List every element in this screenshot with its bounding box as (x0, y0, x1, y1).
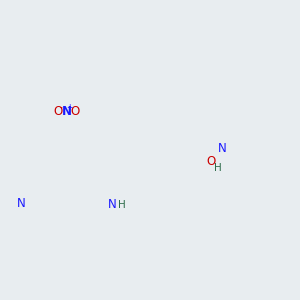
Text: O: O (70, 106, 80, 118)
Text: N: N (61, 106, 71, 118)
Text: +: + (66, 103, 72, 112)
Text: H: H (118, 200, 126, 210)
Text: N: N (17, 197, 26, 210)
Text: O: O (206, 155, 215, 168)
Text: H: H (214, 163, 222, 173)
Text: O: O (54, 106, 63, 118)
Text: N: N (218, 142, 227, 154)
Text: -: - (59, 103, 62, 112)
Text: N: N (107, 199, 116, 212)
